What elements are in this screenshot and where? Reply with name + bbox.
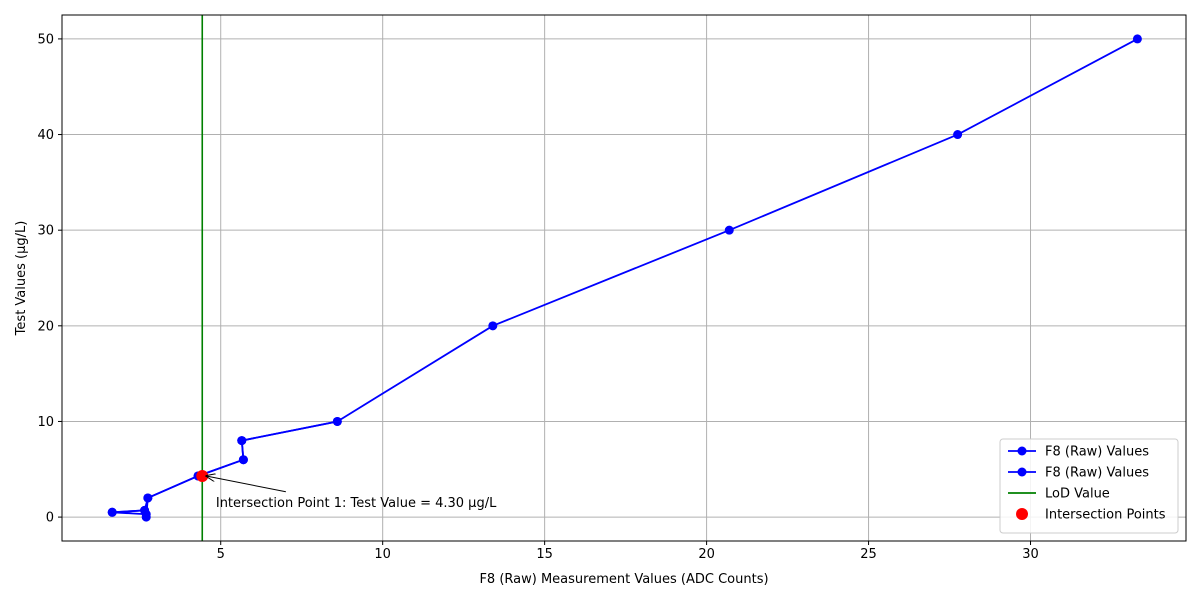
data-point [107, 507, 117, 517]
data-point [140, 505, 150, 515]
y-tick-label: 0 [46, 511, 54, 526]
data-point [488, 321, 498, 331]
legend-label: Intersection Points [1045, 508, 1166, 523]
legend-box [999, 438, 1179, 534]
y-tick-label: 10 [37, 415, 54, 430]
y-tick-label: 50 [37, 32, 54, 47]
legend-marker [1016, 508, 1028, 520]
x-tick-label: 30 [1022, 547, 1039, 562]
legend-label: F8 (Raw) Values [1045, 466, 1149, 481]
legend-marker [1017, 446, 1027, 456]
legend-label: F8 (Raw) Values [1045, 445, 1149, 460]
grid-lines [62, 15, 1186, 541]
legend-label: LoD Value [1045, 487, 1110, 502]
plot-frame [61, 14, 1187, 542]
x-tick-label: 20 [698, 547, 715, 562]
data-point [1132, 34, 1142, 44]
legend: F8 (Raw) Values F8 (Raw) Values LoD Value I… [999, 438, 1179, 534]
data-point [143, 493, 153, 503]
x-tick-label: 5 [217, 547, 225, 562]
x-tick-label: 25 [860, 547, 877, 562]
data-point [724, 225, 734, 235]
series-line-1 [112, 38, 1138, 518]
x-tick-label: 15 [536, 547, 553, 562]
x-tick-label: 10 [374, 547, 391, 562]
data-point [238, 455, 248, 465]
y-tick-label: 30 [37, 224, 54, 239]
plot-area [107, 15, 1142, 541]
data-point [332, 416, 342, 426]
y-axis-label: Test Values (µg/L) [14, 221, 29, 337]
y-axis: 0 10 20 30 40 50 [37, 32, 62, 526]
annotation-text: Intersection Point 1: Test Value = 4.30 … [216, 496, 497, 511]
x-axis-label: F8 (Raw) Measurement Values (ADC Counts) [479, 572, 768, 587]
y-tick-label: 40 [37, 128, 54, 143]
legend-marker [1017, 467, 1027, 477]
data-point [953, 130, 963, 140]
annotation-arrow [206, 476, 286, 493]
x-axis: 5 10 15 20 25 30 [217, 541, 1039, 562]
data-point [237, 436, 247, 446]
annotation: Intersection Point 1: Test Value = 4.30 … [206, 476, 497, 511]
y-tick-label: 20 [37, 319, 54, 334]
